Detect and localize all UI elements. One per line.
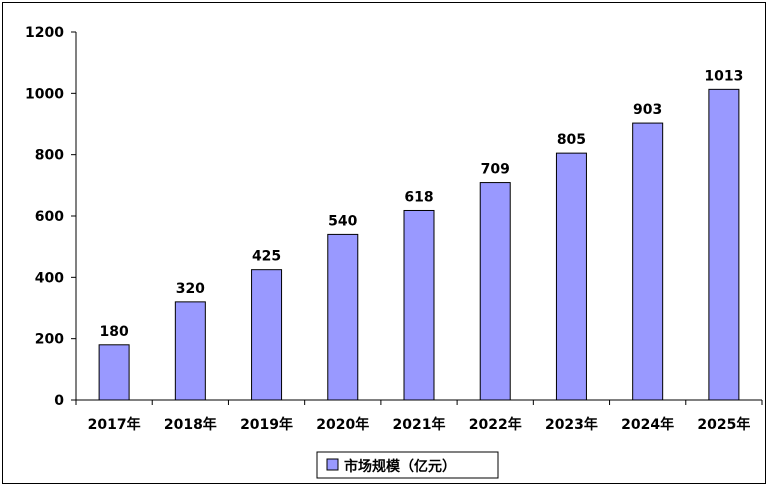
x-tick-label: 2019年 xyxy=(240,416,293,433)
x-tick-label: 2023年 xyxy=(545,416,598,433)
legend-swatch xyxy=(326,458,339,471)
bar xyxy=(479,182,511,401)
data-label: 180 xyxy=(99,324,128,340)
bar xyxy=(251,269,283,401)
bar xyxy=(403,209,435,401)
data-label: 805 xyxy=(557,132,586,148)
legend-label: 市场规模（亿元） xyxy=(344,458,456,475)
y-tick-label: 600 xyxy=(35,209,64,225)
x-tick-label: 2022年 xyxy=(469,416,522,433)
bar xyxy=(174,301,206,401)
x-tick-label: 2017年 xyxy=(88,416,141,433)
data-label: 425 xyxy=(252,249,281,265)
legend: 市场规模（亿元） xyxy=(316,451,499,479)
bars xyxy=(98,88,740,401)
x-tick-label: 2021年 xyxy=(393,416,446,433)
data-labels: 180 320 425 540 618 709 805 903 1013 xyxy=(99,68,743,339)
data-label: 540 xyxy=(328,213,357,229)
legend-box xyxy=(316,451,499,479)
data-label: 618 xyxy=(404,189,433,205)
y-tick-label: 200 xyxy=(35,332,64,348)
y-tick-label: 800 xyxy=(35,148,64,164)
bar xyxy=(555,152,587,401)
bar xyxy=(708,88,740,401)
x-axis: 2017年 2018年 2019年 2020年 2021年 2022年 2023年 2024年… xyxy=(75,399,763,433)
bar xyxy=(632,122,664,401)
y-tick-label: 400 xyxy=(35,270,64,286)
y-tick-label: 1000 xyxy=(25,86,64,102)
y-tick-label: 1200 xyxy=(25,25,64,41)
data-label: 320 xyxy=(176,281,205,297)
data-label: 1013 xyxy=(704,68,743,84)
y-tick-label: 0 xyxy=(54,393,64,409)
x-tick-label: 2020年 xyxy=(316,416,369,433)
bar xyxy=(327,233,359,401)
x-tick-label: 2024年 xyxy=(621,416,674,433)
bar xyxy=(98,344,130,401)
data-label: 903 xyxy=(633,102,662,118)
data-label: 709 xyxy=(481,162,510,178)
x-tick-label: 2025年 xyxy=(697,416,750,433)
y-axis: 0 200 400 600 800 1000 1200 xyxy=(25,25,77,409)
x-tick-label: 2018年 xyxy=(164,416,217,433)
